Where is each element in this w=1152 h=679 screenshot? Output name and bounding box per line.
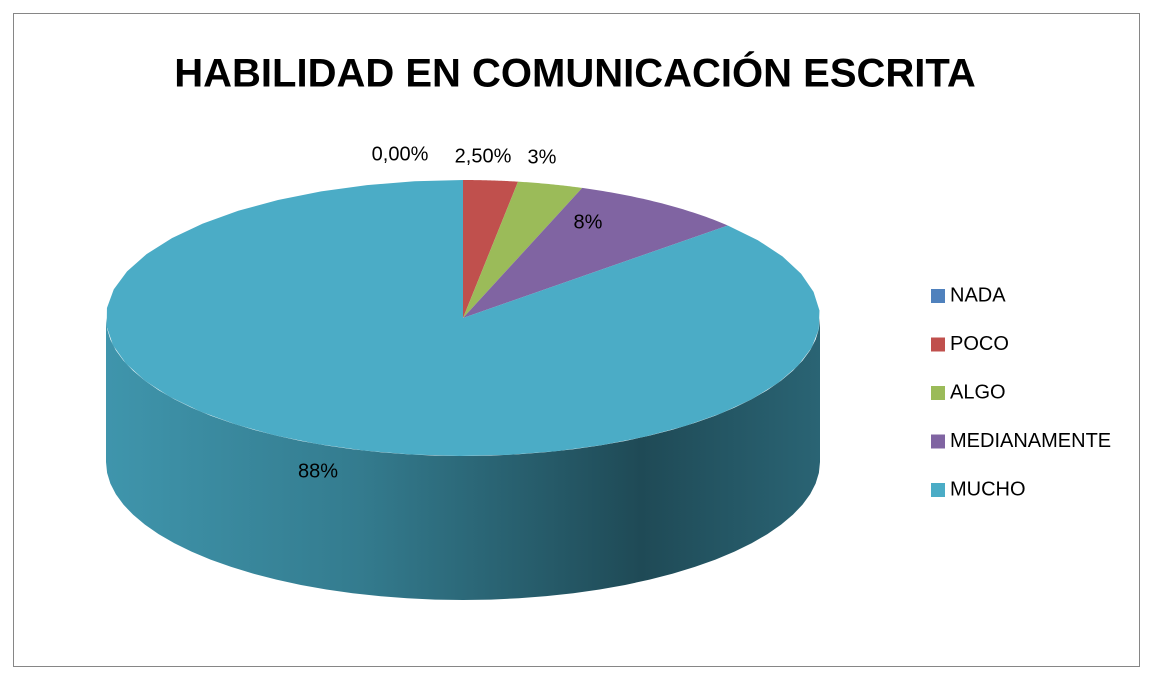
legend-label: NADA — [950, 284, 1006, 306]
legend-label: MEDIANAMENTE — [950, 430, 1111, 452]
data-label: 0,00% — [372, 143, 429, 165]
pie-slice — [463, 180, 519, 318]
legend-label: ALGO — [950, 381, 1006, 403]
legend-swatch — [931, 337, 945, 352]
legend-swatch — [931, 483, 945, 497]
legend-swatch — [931, 434, 945, 449]
data-label: 88% — [298, 460, 338, 482]
legend-swatch — [931, 289, 945, 303]
pie-side — [106, 318, 820, 600]
pie-slice — [106, 180, 820, 456]
legend-label: POCO — [950, 333, 1009, 355]
legend-label: MUCHO — [950, 478, 1026, 500]
data-label: 8% — [574, 211, 603, 233]
data-label: 2,50% — [455, 145, 512, 167]
pie-slice — [463, 187, 728, 318]
pie-slice — [463, 181, 583, 318]
legend-swatch — [931, 386, 945, 400]
chart-title: HABILIDAD EN COMUNICACIÓN ESCRITA — [174, 50, 975, 96]
data-label: 3% — [528, 146, 557, 168]
